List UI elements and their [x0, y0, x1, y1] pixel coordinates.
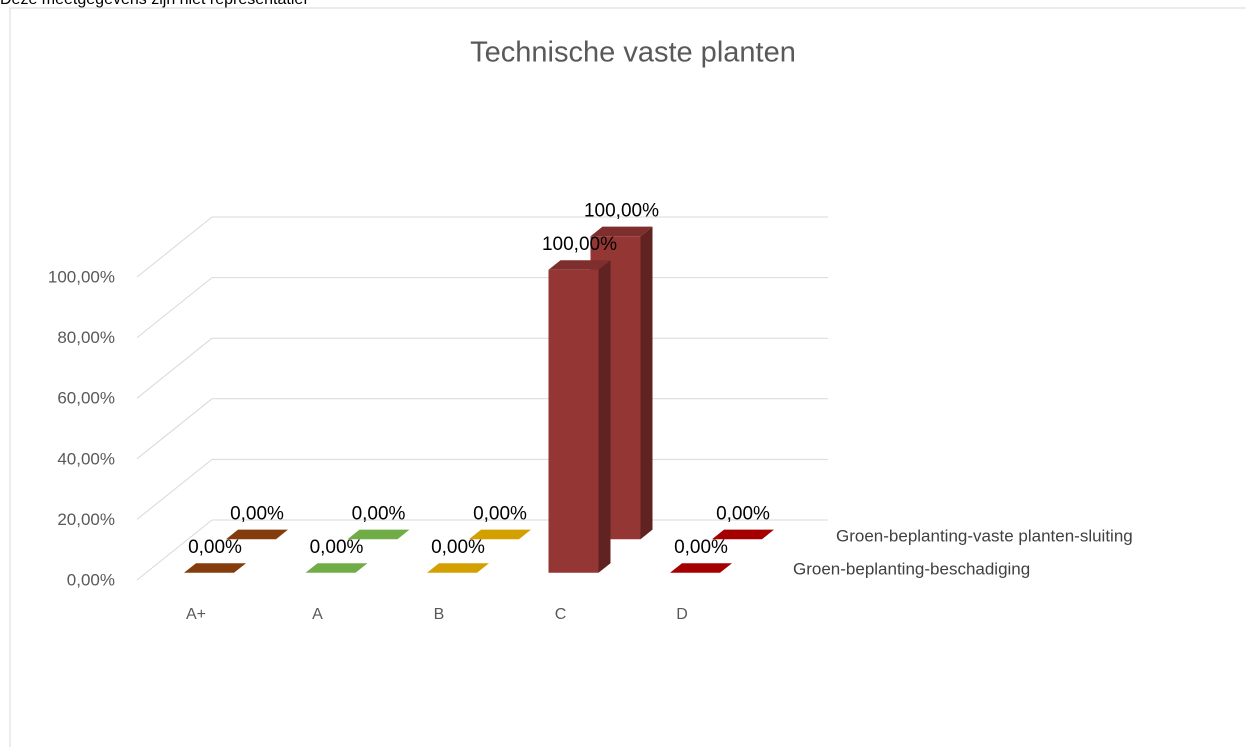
bar — [427, 563, 489, 573]
data-label: 0,00% — [716, 503, 770, 524]
bar-top — [184, 563, 246, 573]
grid-line — [136, 519, 213, 581]
grid-line — [136, 398, 213, 460]
bar-top — [226, 529, 288, 540]
bar-top — [305, 563, 368, 573]
y-tick-label: 60,00% — [57, 389, 115, 408]
bar-top — [670, 563, 732, 573]
data-label: 0,00% — [431, 537, 485, 558]
bar-top — [590, 226, 653, 237]
data-label: 0,00% — [674, 537, 728, 558]
bar — [548, 260, 611, 573]
legend-label: Groen-beplanting-beschadiging — [793, 559, 1030, 578]
x-tick-label: C — [555, 606, 567, 623]
grid-line — [136, 459, 213, 520]
note: Deze meetgegevens zijn niet representati… — [0, 0, 308, 8]
chart-title: Technische vaste planten — [470, 37, 796, 69]
data-label: 0,00% — [352, 503, 406, 524]
y-tick-label: 20,00% — [57, 510, 115, 529]
grid-line — [136, 216, 213, 278]
bar-top — [548, 260, 611, 270]
bar — [226, 529, 288, 540]
bar — [469, 529, 531, 540]
bar — [712, 529, 774, 540]
y-tick-label: 0,00% — [67, 570, 115, 589]
x-tick-label: A — [312, 606, 323, 623]
x-tick-label: D — [676, 606, 688, 623]
bar — [305, 563, 368, 573]
data-label: 0,00% — [473, 503, 527, 524]
data-label: 0,00% — [230, 503, 284, 524]
y-tick-label: 40,00% — [57, 449, 115, 468]
bar-front — [548, 269, 599, 573]
bar-side — [640, 226, 653, 540]
grid-line — [136, 277, 213, 338]
y-tick-label: 80,00% — [57, 328, 115, 347]
legend-label: Groen-beplanting-vaste planten-sluiting — [836, 526, 1133, 545]
bar-top — [347, 529, 410, 540]
data-label: 100,00% — [542, 234, 617, 255]
bar — [184, 563, 246, 573]
data-label: 0,00% — [188, 537, 242, 558]
bar-top — [469, 529, 531, 540]
bar-side — [598, 260, 611, 573]
bar — [670, 563, 732, 573]
x-tick-label: A+ — [186, 606, 206, 623]
bar — [347, 529, 410, 540]
grid-line — [136, 337, 213, 399]
bar-top — [712, 529, 774, 540]
bar-top — [427, 563, 489, 573]
data-label: 0,00% — [310, 537, 364, 558]
data-label: 100,00% — [584, 200, 659, 221]
x-tick-label: B — [434, 606, 445, 623]
y-tick-label: 100,00% — [48, 267, 115, 286]
